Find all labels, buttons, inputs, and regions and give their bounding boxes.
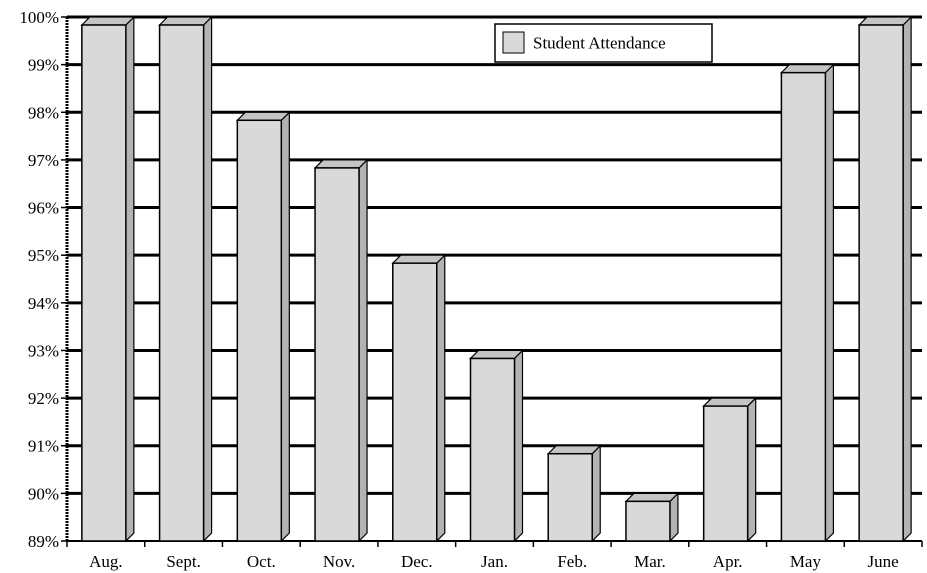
bars [80,15,913,543]
x-tick-label: Jan. [481,552,508,571]
x-tick-label: May [790,552,822,571]
bar-side [436,253,446,543]
bar-top [624,492,680,502]
bar-side [202,15,213,543]
bar-top [391,254,447,264]
bar-aug [80,15,136,543]
legend-box [494,23,713,63]
legend-swatch [502,31,525,54]
bar-side [747,396,757,543]
bar-side [280,110,290,543]
bar-feb [546,444,602,543]
bar-june [857,15,913,543]
y-tick-label: 97% [28,151,59,170]
x-tick-label: Mar. [634,552,666,571]
y-tick-label: 94% [28,294,59,313]
bar-mar [624,491,680,543]
bar-top [235,111,291,121]
bar-sept [158,15,214,543]
bar-front [702,405,749,542]
bar-front [547,452,593,542]
bar-front [81,24,127,542]
x-tick-label: Oct. [247,552,276,571]
legend-label: Student Attendance [533,34,666,53]
bar-top [702,397,758,407]
y-tick-label: 91% [28,437,59,456]
y-tick-label: 100% [19,8,59,27]
y-tick-label: 95% [28,246,59,265]
bar-oct [235,110,291,543]
bar-front [236,119,283,542]
x-tick-label: Apr. [713,552,743,571]
bar-front [780,71,827,542]
bar-front [625,500,671,542]
bar-top [80,16,136,26]
bar-front [392,262,438,542]
legend: Student Attendance [494,23,713,63]
bar-side [125,15,135,543]
bar-front [469,357,516,542]
bar-side [824,63,835,543]
bar-top [546,445,602,455]
x-tick-label: Nov. [323,552,355,571]
y-tick-label: 92% [28,389,59,408]
x-tick-label: Sept. [166,552,200,571]
bar-side [902,15,912,543]
bar-side [358,158,368,543]
x-tick-label: Aug. [89,552,123,571]
y-tick-label: 96% [28,199,59,218]
bar-apr [702,396,758,543]
bar-top [313,159,369,169]
x-tick-label: Dec. [401,552,433,571]
bar-front [858,24,904,542]
y-tick-label: 90% [28,484,59,503]
y-tick-label: 98% [28,103,59,122]
x-tick-label: Feb. [557,552,587,571]
y-axis: 89% 90% 91% 92% 93% 94% 95% 96% 97% 98% 99% 100% [19,8,69,551]
bar-side [513,349,524,543]
y-tick-label: 99% [28,56,59,75]
bar-front [158,24,205,542]
bar-may [779,63,835,543]
bar-nov [313,158,369,543]
bar-top [158,16,214,26]
bar-jan [469,349,524,543]
y-tick-label: 89% [28,532,59,551]
x-axis: Aug. Sept. Oct. Nov. Dec. Jan. Feb. Mar. Apr. May… [66,540,923,571]
bar-side [591,444,601,543]
bar-dec [391,253,447,543]
bar-front [314,167,360,542]
x-tick-label: June [868,552,899,571]
bar-top [469,349,524,360]
y-tick-label: 93% [28,341,59,360]
bar-top [779,64,835,74]
bar-top [857,16,913,26]
